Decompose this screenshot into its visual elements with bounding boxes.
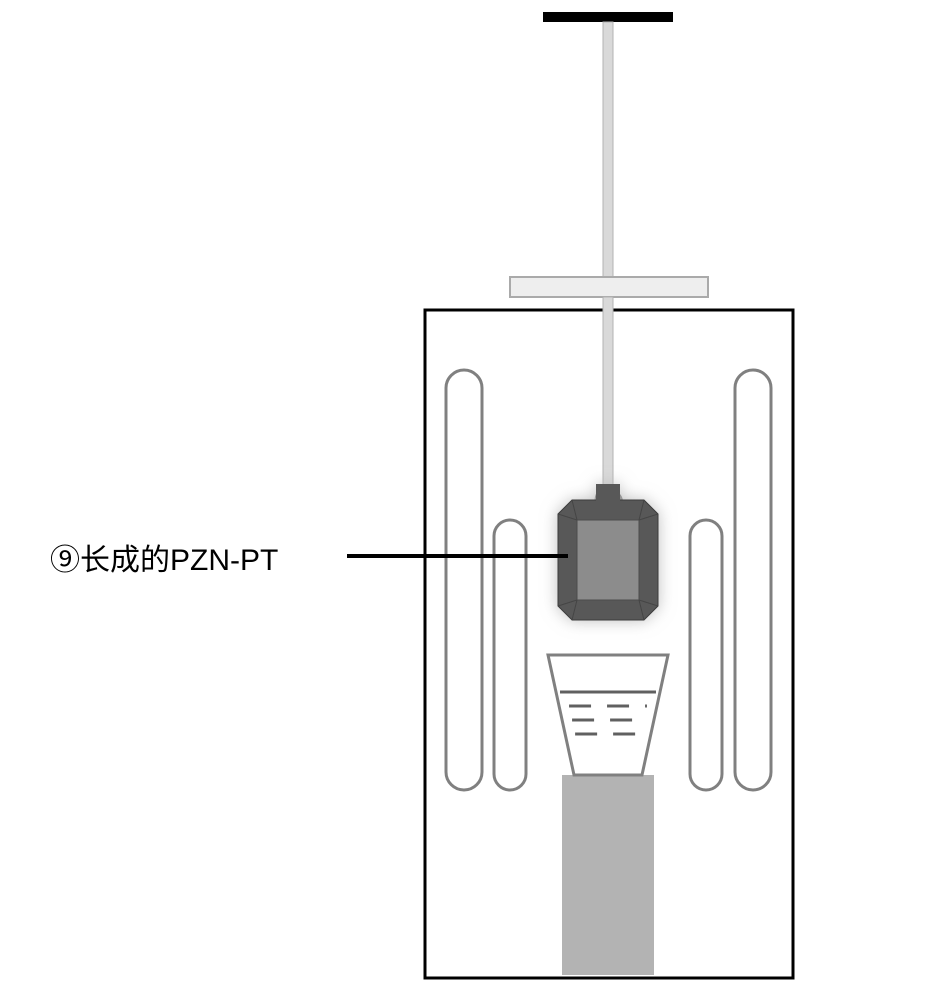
annotation-crystal-label: ⑨长成的PZN-PT [50, 535, 278, 579]
heater-left-inner [494, 520, 526, 790]
pull-rod-upper [603, 22, 613, 292]
crucible [548, 655, 668, 775]
grown-crystal [558, 484, 658, 620]
diagram-stage: ⑨长成的PZN-PT [0, 0, 943, 1000]
heater-right-outer [735, 370, 771, 790]
pull-rod-lower [603, 297, 613, 487]
top-anchor-bar [543, 12, 673, 22]
heater-left-outer [446, 370, 482, 790]
diagram-svg [0, 0, 943, 1000]
furnace-lid [510, 277, 708, 297]
pedestal [562, 775, 654, 975]
heater-right-inner [690, 520, 722, 790]
